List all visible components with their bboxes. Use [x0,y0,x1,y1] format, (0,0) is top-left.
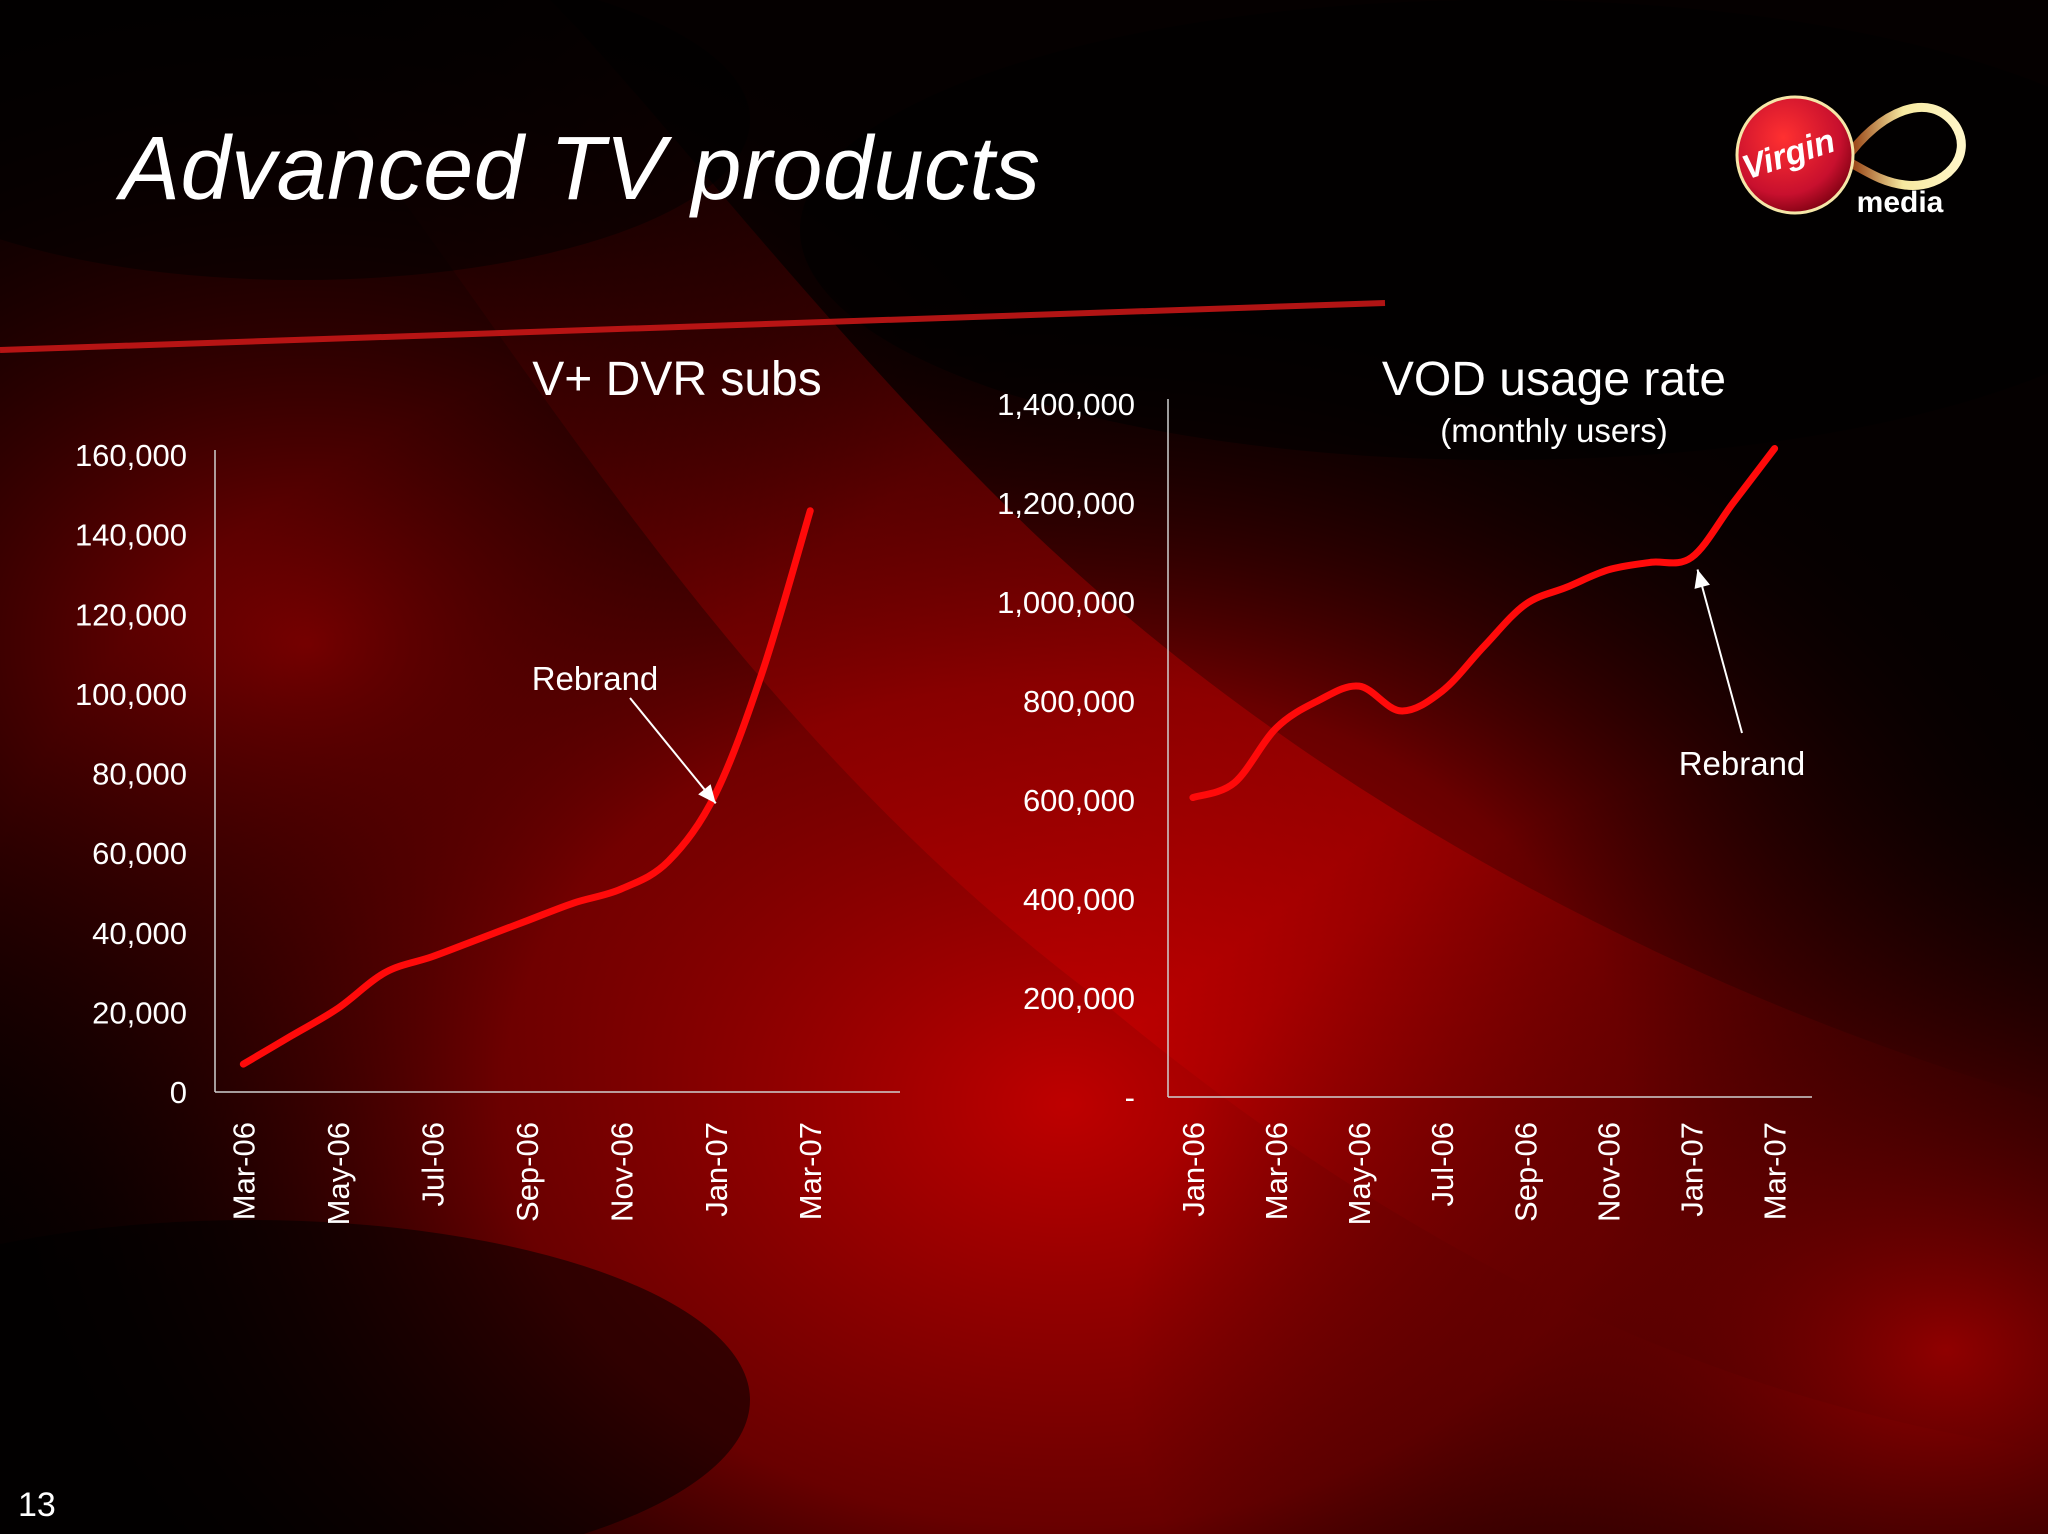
dvr-chart-title: V+ DVR subs [532,353,822,406]
y-tick-label: 60,000 [92,836,187,871]
y-tick-label: 80,000 [92,757,187,792]
chart-1: 0 20,000 40,000 60,000 80,000 100,000 120,000 1… [75,438,900,1225]
x-tick-label: May-06 [321,1122,356,1225]
x-tick-label: May-06 [1342,1122,1377,1225]
series-line [239,507,814,1068]
y-tick-label: 140,000 [75,518,187,553]
x-tick-label: Jul-06 [415,1122,450,1206]
y-tick-label: 400,000 [1023,882,1135,917]
x-tick-label: Jan-06 [1176,1122,1211,1217]
y-tick-label: - [1125,1080,1135,1115]
y-tick-label: 160,000 [75,438,187,473]
x-tick-label: Sep-06 [1508,1122,1543,1222]
vod-chart-subtitle: (monthly users) [1440,412,1668,449]
y-tick-label: 40,000 [92,916,187,951]
x-tick-label: Nov-06 [604,1122,639,1222]
x-tick-label: Nov-06 [1591,1122,1626,1222]
x-tick-label: Mar-07 [1758,1122,1793,1220]
y-tick-label: 120,000 [75,597,187,632]
annotation-label: Rebrand [532,660,659,697]
virgin-media-logo: Virgin media [1730,70,1980,240]
y-tick-label: 200,000 [1023,981,1135,1016]
x-tick-label: Sep-06 [510,1122,545,1222]
logo-text-secondary: media [1857,186,1944,219]
annotation-arrow-head [1694,569,1710,589]
chart-2: - 200,000 400,000 600,000 800,000 1,000,000 1,… [997,387,1812,1225]
annotation-arrow-line [629,697,717,804]
y-tick-label: 800,000 [1023,684,1135,719]
y-tick-label: 0 [170,1075,187,1110]
annotation-arrow-head [698,784,716,804]
page-number: 13 [18,1486,56,1524]
annotation-arrow-line [1696,569,1743,734]
y-tick-label: 1,200,000 [997,486,1135,521]
x-tick-label: Mar-07 [793,1122,828,1220]
vod-chart-title: VOD usage rate [1381,353,1727,406]
y-tick-label: 1,400,000 [997,387,1135,422]
slide-title: Advanced TV products [120,119,1041,219]
virgin-media-logo-icon: Virgin media [1735,95,1966,219]
x-tick-label: Mar-06 [226,1122,261,1220]
y-tick-label: 600,000 [1023,783,1135,818]
y-tick-label: 20,000 [92,995,187,1030]
y-tick-label: 1,000,000 [997,585,1135,620]
annotation-label: Rebrand [1679,745,1806,782]
x-tick-label: Jan-07 [699,1122,734,1217]
y-tick-label: 100,000 [75,677,187,712]
x-tick-label: Jan-07 [1675,1122,1710,1217]
x-tick-label: Mar-06 [1259,1122,1294,1220]
x-tick-label: Jul-06 [1425,1122,1460,1206]
